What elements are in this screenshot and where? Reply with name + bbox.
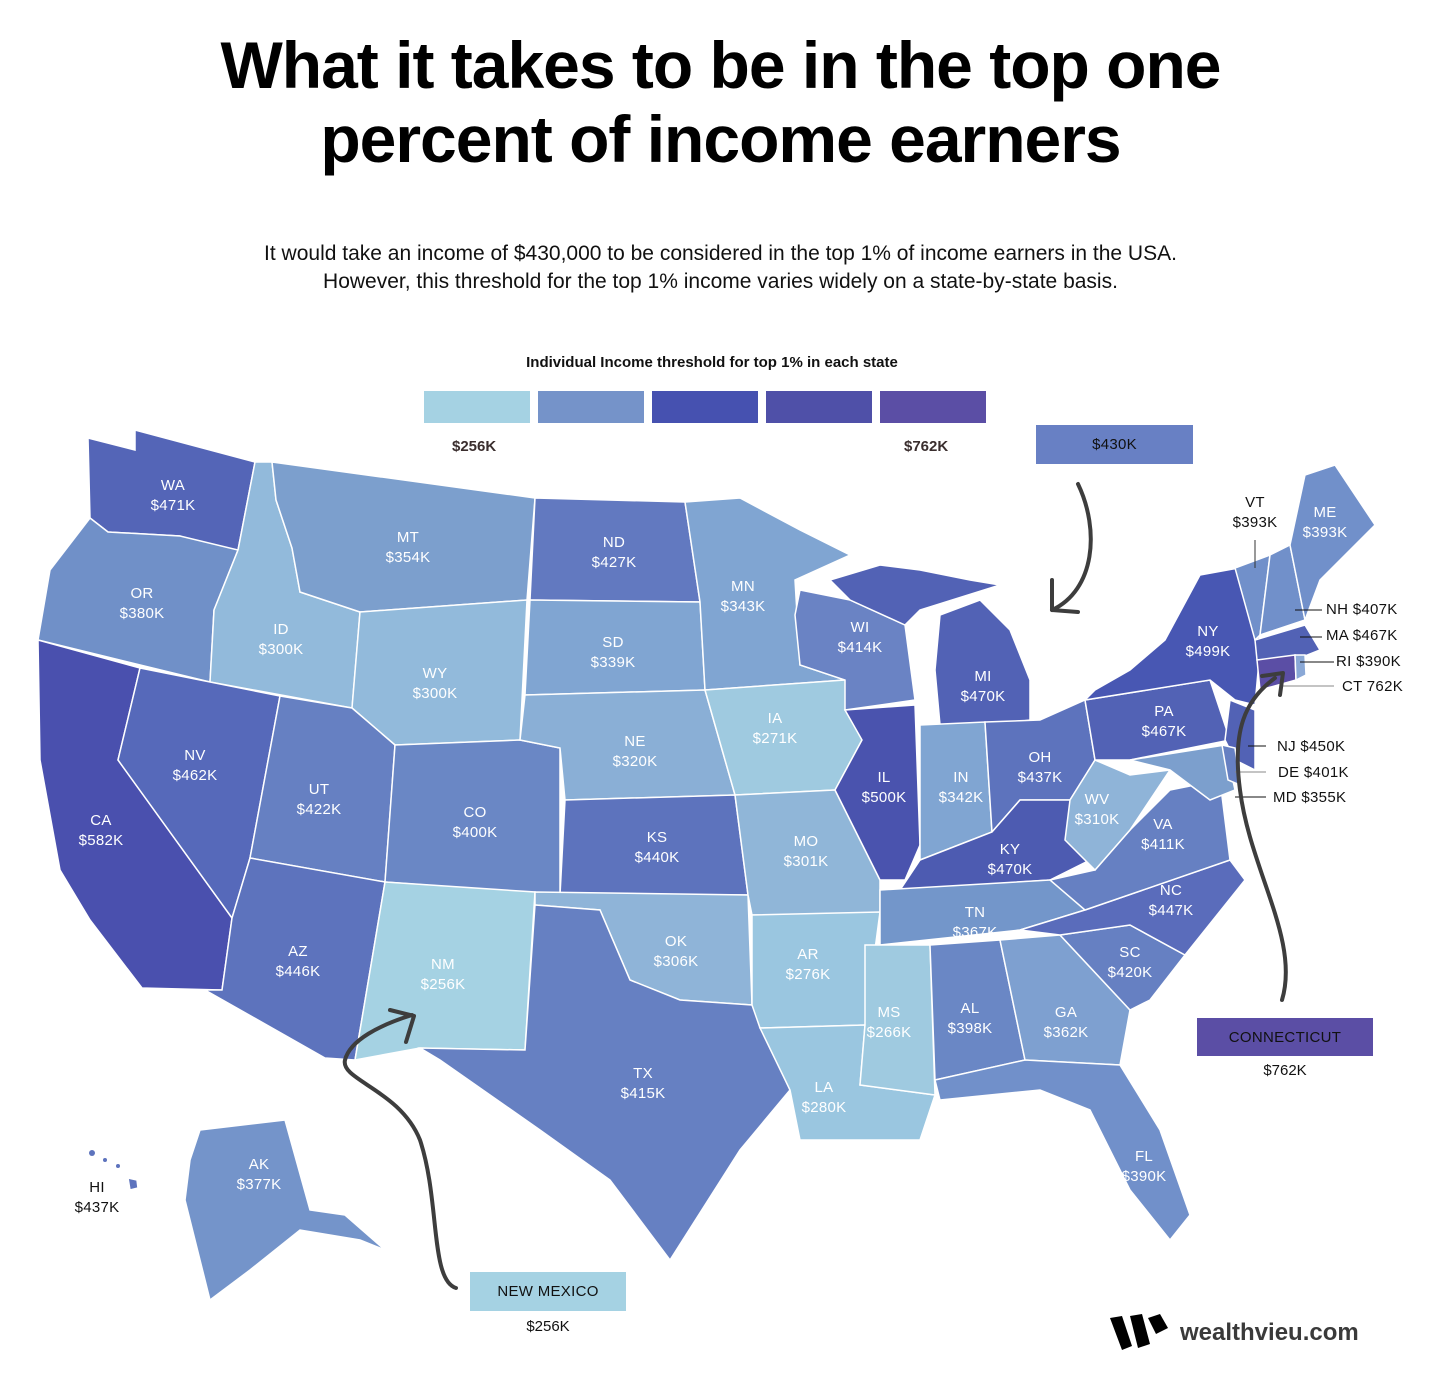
state-ME[interactable] (1289, 464, 1376, 623)
state-label-CA: CA $582K (78, 812, 124, 849)
state-label-MS: MS $266K (866, 1004, 912, 1041)
state-label-NV: NV $462K (172, 747, 218, 784)
state-label-OH: OH $437K (1017, 749, 1063, 786)
state-MS[interactable] (859, 944, 936, 1096)
legend-min-label: $256K (452, 438, 497, 455)
state-label-MI: MI $470K (960, 668, 1006, 705)
new-mexico-callout-value: $256K (526, 1318, 570, 1335)
state-label-AL: AL $398K (947, 1000, 993, 1037)
label-MA: MA $467K (1326, 627, 1398, 644)
state-label-WA: WA $471K (150, 477, 196, 514)
label-NJ: NJ $450K (1277, 738, 1346, 755)
page-title: What it takes to be in the top one perce… (0, 28, 1441, 176)
legend-swatch-3 (652, 391, 758, 423)
state-RI[interactable] (1294, 654, 1307, 682)
state-CO[interactable] (384, 739, 561, 896)
state-HI[interactable] (127, 1177, 139, 1191)
state-label-UT: UT $422K (296, 781, 342, 818)
state-label-IN: IN $342K (938, 769, 984, 806)
state-label-ME: ME $393K (1302, 504, 1348, 541)
state-IL[interactable] (834, 704, 921, 881)
arrow-national (1050, 482, 1093, 612)
state-label-IL: IL $500K (861, 769, 907, 806)
state-label-TX: TX $415K (620, 1065, 666, 1102)
state-label-MN: MN $343K (720, 578, 766, 615)
state-label-NE: NE $320K (612, 733, 658, 770)
legend-swatch-1 (424, 391, 530, 423)
state-label-ND: ND $427K (591, 534, 637, 571)
state-label-IA: IA $271K (752, 710, 798, 747)
state-FL[interactable] (934, 1059, 1191, 1242)
connecticut-callout: CONNECTICUT (1197, 1018, 1373, 1056)
state-label-OR: OR $380K (119, 585, 165, 622)
state-label-ID: ID $300K (258, 621, 304, 658)
state-label-AR: AR $276K (785, 946, 831, 983)
state-label-VT: VT $393K (1232, 494, 1278, 531)
state-MA[interactable] (1254, 624, 1322, 661)
state-label-TN: TN $367K (952, 904, 998, 941)
legend-title: Individual Income threshold for top 1% i… (526, 354, 898, 371)
legend-swatch-4 (766, 391, 872, 423)
legend-swatch-2 (538, 391, 644, 423)
state-label-WI: WI $414K (837, 619, 883, 656)
state-GA[interactable] (999, 934, 1131, 1066)
state-MD[interactable] (1129, 744, 1236, 801)
new-mexico-callout-label: NEW MEXICO (497, 1283, 599, 1300)
brand-text: wealthvieu.com (1180, 1319, 1359, 1346)
label-RI: RI $390K (1336, 653, 1401, 670)
legend-max-label: $762K (904, 438, 949, 455)
legend-swatch-5 (880, 391, 986, 423)
state-label-AZ: AZ $446K (275, 943, 321, 980)
state-label-KY: KY $470K (987, 841, 1033, 878)
state-WV[interactable] (1064, 759, 1172, 872)
state-label-MT: MT $354K (385, 529, 431, 566)
subtitle: It would take an income of $430,000 to b… (0, 240, 1441, 296)
label-DE: DE $401K (1278, 764, 1349, 781)
state-label-KS: KS $440K (634, 829, 680, 866)
state-label-NM: NM $256K (420, 956, 466, 993)
state-label-SD: SD $339K (590, 634, 636, 671)
connecticut-callout-label: CONNECTICUT (1228, 1028, 1342, 1046)
state-label-OK: OK $306K (653, 933, 699, 970)
state-label-HI: HI $437K (74, 1179, 120, 1216)
state-label-SC: SC $420K (1107, 944, 1153, 981)
state-label-PA: PA $467K (1141, 703, 1187, 740)
state-label-NY: NY $499K (1185, 623, 1231, 660)
state-AK[interactable] (184, 1119, 386, 1302)
state-TX[interactable] (417, 904, 791, 1262)
arrow-new-mexico (342, 1013, 458, 1290)
state-label-NC: NC $447K (1148, 882, 1194, 919)
state-label-FL: FL $390K (1121, 1148, 1167, 1185)
subtitle-line-1: It would take an income of $430,000 to b… (264, 242, 1177, 265)
connecticut-callout-value: $762K (1263, 1062, 1307, 1079)
state-label-CO: CO $400K (452, 804, 498, 841)
state-NY[interactable] (1082, 564, 1261, 706)
subtitle-line-2: However, this threshold for the top 1% i… (323, 270, 1118, 293)
brand: wealthvieu.com (1108, 1312, 1359, 1354)
new-mexico-callout: NEW MEXICO (470, 1272, 626, 1311)
label-MD: MD $355K (1273, 789, 1347, 806)
wealthvieu-logo-icon (1110, 1314, 1168, 1350)
national-average-label: $430K (1092, 436, 1137, 453)
title-line-2: percent of income earners (320, 102, 1121, 176)
arrow-connecticut (1235, 676, 1288, 1002)
state-label-WV: WV $310K (1074, 791, 1120, 828)
legend-swatches (424, 391, 986, 423)
title-line-1: What it takes to be in the top one (220, 28, 1221, 102)
label-CT: CT 762K (1342, 678, 1404, 695)
label-NH: NH $407K (1326, 601, 1398, 618)
state-label-VA: VA $411K (1141, 816, 1185, 853)
state-MI-upper[interactable] (828, 564, 1001, 626)
state-label-LA: LA $280K (801, 1079, 847, 1116)
state-label-AK: AK $377K (236, 1156, 282, 1193)
state-label-GA: GA $362K (1043, 1004, 1089, 1041)
national-average-callout: $430K (1036, 425, 1193, 464)
state-label-WY: WY $300K (412, 665, 458, 702)
state-label-MO: MO $301K (783, 833, 829, 870)
